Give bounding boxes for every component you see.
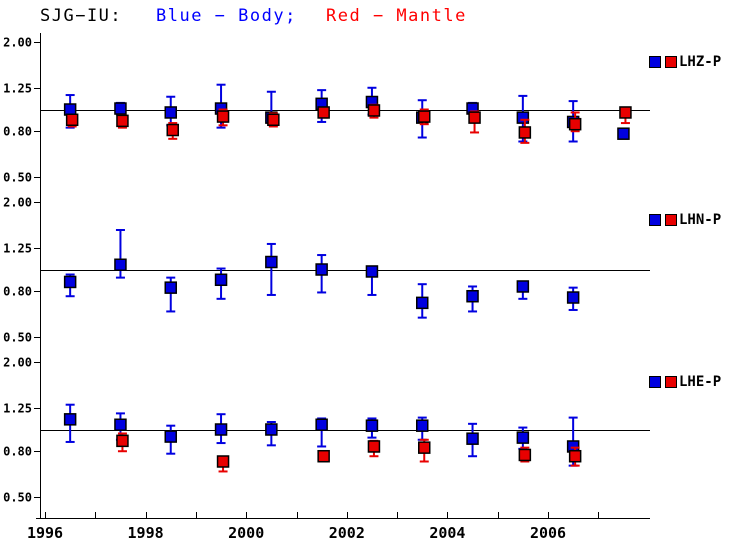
marker-body: [114, 258, 127, 271]
panel-lhz-p: [63, 83, 632, 144]
marker-body: [265, 255, 278, 269]
marker-body: [63, 103, 77, 116]
marker-body: [114, 418, 127, 431]
marker-body: [214, 273, 228, 287]
marker-body: [265, 423, 278, 436]
marker-body: [63, 413, 77, 426]
marker-mantle: [216, 455, 230, 468]
y-tick-label: 0.50: [3, 331, 32, 345]
y-tick-label: 0.80: [3, 125, 32, 139]
marker-body: [416, 296, 429, 310]
x-tick-label: 1996: [27, 524, 63, 542]
marker-mantle: [65, 113, 79, 127]
marker-mantle: [317, 449, 330, 463]
station-label: SJG−IU:: [40, 6, 123, 26]
marker-body: [466, 432, 479, 445]
marker-mantle: [568, 449, 582, 463]
title-red-mantle-label: Red − Mantle: [326, 6, 467, 26]
panel-lhn-p: [63, 229, 580, 319]
y-tick-label: 2.00: [3, 356, 32, 370]
marker-mantle: [116, 114, 129, 128]
y-tick-label: 1.25: [3, 402, 32, 416]
marker-body: [164, 106, 177, 119]
legend-label-lhn: LHN-P: [679, 212, 722, 228]
mantle-swatch-icon: [665, 376, 677, 388]
marker-mantle: [367, 440, 381, 453]
body-swatch-icon: [649, 214, 661, 226]
marker-body: [63, 275, 77, 289]
body-swatch-icon: [649, 376, 661, 388]
legend-lhn: LHN-P: [649, 212, 722, 228]
marker-body: [416, 419, 429, 432]
marker-body: [114, 102, 127, 115]
marker-mantle: [418, 441, 431, 454]
marker-body: [516, 111, 530, 124]
y-tick-label: 0.80: [3, 445, 32, 459]
legend-label-lhe: LHE-P: [679, 374, 722, 390]
marker-body: [164, 281, 177, 294]
y-tick-label: 2.00: [3, 196, 32, 210]
marker-mantle: [216, 110, 230, 123]
marker-body: [315, 263, 328, 276]
x-tick-label: 2006: [530, 524, 566, 542]
legend-label-lhz: LHZ-P: [679, 54, 722, 70]
marker-body: [315, 418, 328, 431]
y-tick-label: 1.25: [3, 82, 32, 96]
marker-body: [214, 423, 228, 436]
marker-body: [365, 419, 379, 432]
marker-body: [566, 291, 580, 304]
legend-lhz: LHZ-P: [649, 54, 722, 70]
y-tick-label: 0.50: [3, 171, 32, 185]
mantle-swatch-icon: [665, 214, 677, 226]
marker-mantle: [619, 106, 632, 119]
marker-mantle: [116, 434, 129, 448]
panel-lhe-p: [63, 403, 582, 473]
marker-mantle: [468, 111, 481, 124]
y-tick-label: 2.00: [3, 36, 32, 50]
x-tick-label: 2000: [228, 524, 264, 542]
marker-body: [516, 280, 530, 293]
marker-mantle: [568, 117, 582, 131]
legend-lhe: LHE-P: [649, 374, 722, 390]
body-swatch-icon: [649, 56, 661, 68]
marker-body: [466, 289, 479, 303]
marker-mantle: [317, 106, 330, 119]
marker-mantle: [166, 123, 179, 137]
marker-mantle: [367, 104, 381, 117]
x-tick-label: 2004: [429, 524, 465, 542]
marker-body: [164, 430, 177, 443]
marker-body: [365, 265, 379, 278]
y-tick-label: 1.25: [3, 242, 32, 256]
marker-body: [516, 431, 530, 444]
chart-title: SJG−IU: Blue − Body; Red − Mantle: [0, 6, 733, 28]
marker-mantle: [518, 126, 532, 139]
x-tick-label: 2002: [329, 524, 365, 542]
x-tick-label: 1998: [128, 524, 164, 542]
marker-mantle: [518, 448, 532, 462]
marker-mantle: [418, 110, 431, 123]
marker-body: [617, 127, 630, 140]
title-blue-body-label: Blue − Body;: [156, 6, 297, 26]
mantle-swatch-icon: [665, 56, 677, 68]
marker-mantle: [267, 113, 280, 127]
y-tick-label: 0.80: [3, 285, 32, 299]
y-tick-label: 0.50: [3, 491, 32, 505]
